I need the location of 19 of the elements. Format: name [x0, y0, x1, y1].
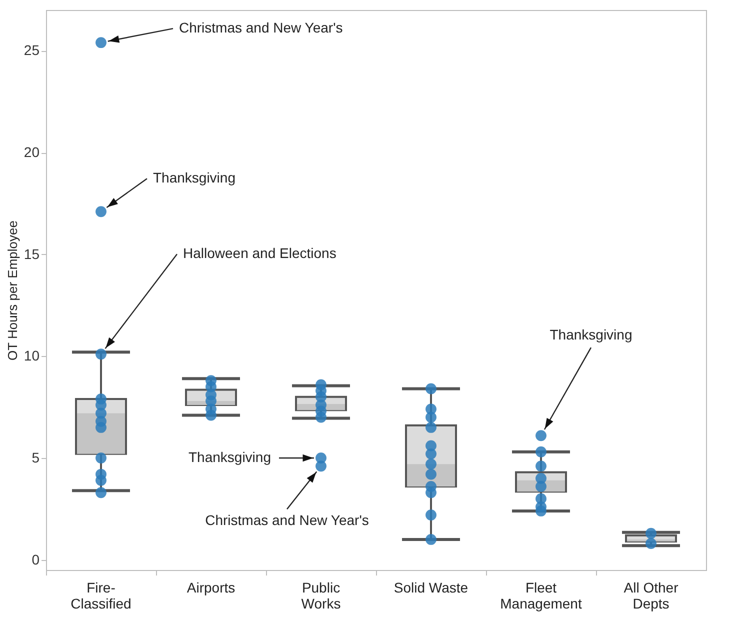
x-tick-label: Airports [186, 580, 236, 596]
y-tick-label: 25 [24, 42, 40, 58]
annotation: Thanksgiving [188, 449, 271, 465]
x-tick-label: Solid Waste [394, 580, 468, 596]
annotation: Christmas and New Year's [205, 512, 369, 528]
x-tick-label: Fleet Management [500, 580, 582, 612]
annotation: Thanksgiving [550, 326, 632, 343]
x-tick-label: Public Works [301, 580, 341, 612]
annotation: Thanksgiving [153, 170, 236, 186]
y-tick-label: 20 [24, 144, 40, 160]
y-tick-label: 0 [32, 551, 40, 568]
x-tick-label: All Other Depts [624, 580, 679, 612]
annotation: Christmas and New Year's [179, 20, 343, 36]
y-tick-label: 15 [24, 246, 40, 262]
y-axis-title: OT Hours per Employee [4, 220, 20, 360]
y-tick-label: 10 [24, 348, 40, 364]
x-tick-label: Fire-Classified [70, 580, 132, 612]
annotation: Halloween and Elections [183, 245, 336, 262]
y-tick-label: 5 [32, 450, 40, 466]
